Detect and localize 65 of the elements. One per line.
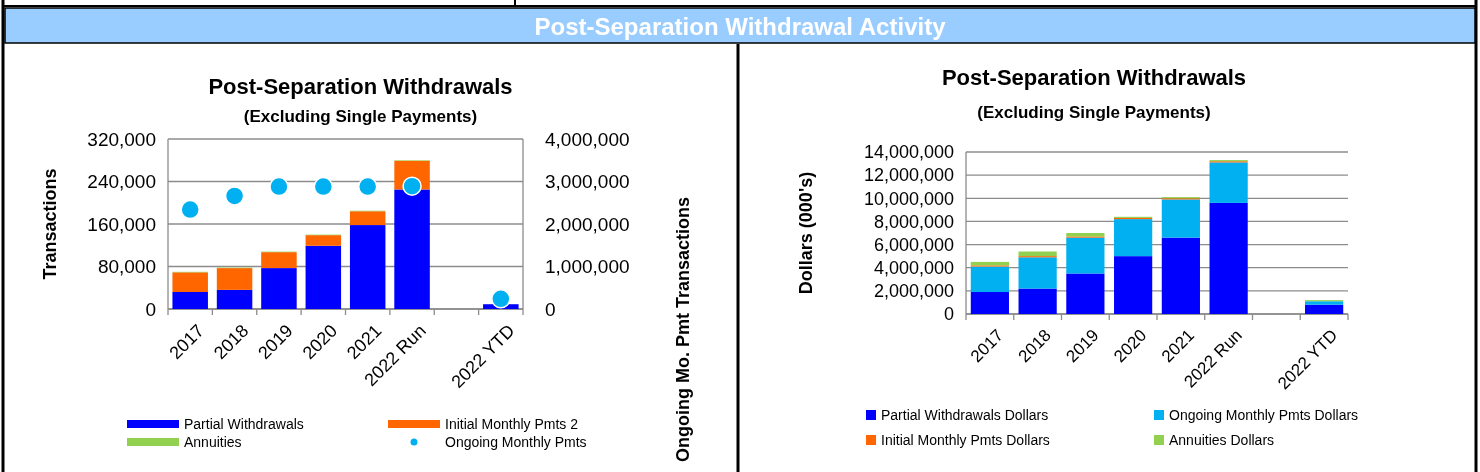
point [224, 186, 245, 206]
bar [305, 235, 342, 246]
bar [1114, 219, 1153, 257]
y2-tick-label: 3,000,000 [545, 171, 630, 193]
legend-label: Initial Monthly Pmts 2 [445, 415, 579, 432]
legend-label: Ongoing Monthly Pmts Dollars [1169, 406, 1359, 423]
bar [1305, 304, 1344, 314]
chart-subtitle: (Excluding Single Payments) [243, 107, 478, 126]
bar [1209, 162, 1248, 203]
text: Post-Separation Withdrawal Activity [534, 13, 947, 41]
y2-tick-label: 1,000,000 [545, 256, 630, 278]
point [269, 176, 289, 197]
y-tick-label: 10,000,000 [863, 188, 954, 209]
y2-tick-label: 4,000,000 [545, 128, 630, 150]
y2-tick-label: 2,000,000 [545, 213, 630, 235]
bar [1018, 257, 1057, 289]
y-tick-label: 80,000 [97, 256, 156, 278]
bar [1114, 256, 1153, 314]
bar [1161, 199, 1200, 238]
point [357, 176, 378, 197]
bar [261, 252, 297, 269]
chart-subtitle: (Excluding Single Payments) [977, 103, 1211, 122]
bar [1066, 273, 1105, 314]
bar [1018, 288, 1057, 314]
legend-label: Ongoing Monthly Pmts [445, 433, 587, 450]
bar [172, 272, 208, 292]
chart-title: Post-Separation Withdrawals [941, 65, 1247, 90]
bar [216, 289, 253, 309]
y-tick-label: 160,000 [87, 213, 156, 235]
bar [1161, 237, 1200, 314]
y-tick-label: 320,000 [87, 128, 156, 150]
bar [172, 292, 208, 309]
y2-axis-title: Ongoing Mo. Pmt Transactions [673, 196, 694, 463]
y-tick-label: 12,000,000 [863, 165, 954, 186]
legend-label: Partial Withdrawals Dollars [881, 406, 1049, 423]
y-axis-title: Dollars (000's) [796, 171, 817, 295]
legend-label: Partial Withdrawals [184, 415, 304, 432]
y2-tick-label: 0 [545, 298, 556, 320]
bar [1066, 237, 1105, 274]
y-tick-label: 0 [943, 304, 954, 325]
bar [970, 266, 1009, 293]
y-tick-label: 4,000,000 [873, 258, 954, 279]
bar [394, 189, 430, 309]
point [402, 176, 422, 196]
point [313, 176, 334, 197]
point [491, 289, 511, 309]
bar [261, 268, 297, 309]
bar [216, 268, 253, 290]
bar [305, 245, 342, 309]
y-tick-label: 2,000,000 [873, 281, 954, 302]
bar [970, 292, 1009, 314]
bar [349, 225, 386, 309]
y-tick-label: 14,000,000 [863, 142, 954, 163]
y-tick-label: 0 [145, 298, 156, 320]
bar [1209, 202, 1248, 314]
legend-label: Annuities [184, 433, 242, 450]
chart-title: Post-Separation Withdrawals [208, 74, 513, 99]
y-tick-label: 240,000 [87, 171, 156, 193]
legend-label: Initial Monthly Pmts Dollars [881, 431, 1050, 448]
y-tick-label: 8,000,000 [873, 211, 954, 232]
y-tick-label: 6,000,000 [873, 234, 954, 255]
y-axis-title: Transactions [40, 168, 61, 280]
bar [349, 211, 386, 226]
legend-label: Annuities Dollars [1169, 431, 1275, 448]
point [180, 199, 200, 220]
